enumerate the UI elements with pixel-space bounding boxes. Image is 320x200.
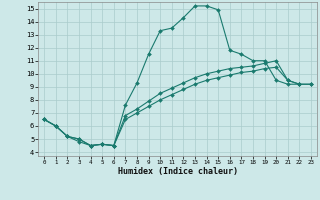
X-axis label: Humidex (Indice chaleur): Humidex (Indice chaleur) <box>118 167 238 176</box>
